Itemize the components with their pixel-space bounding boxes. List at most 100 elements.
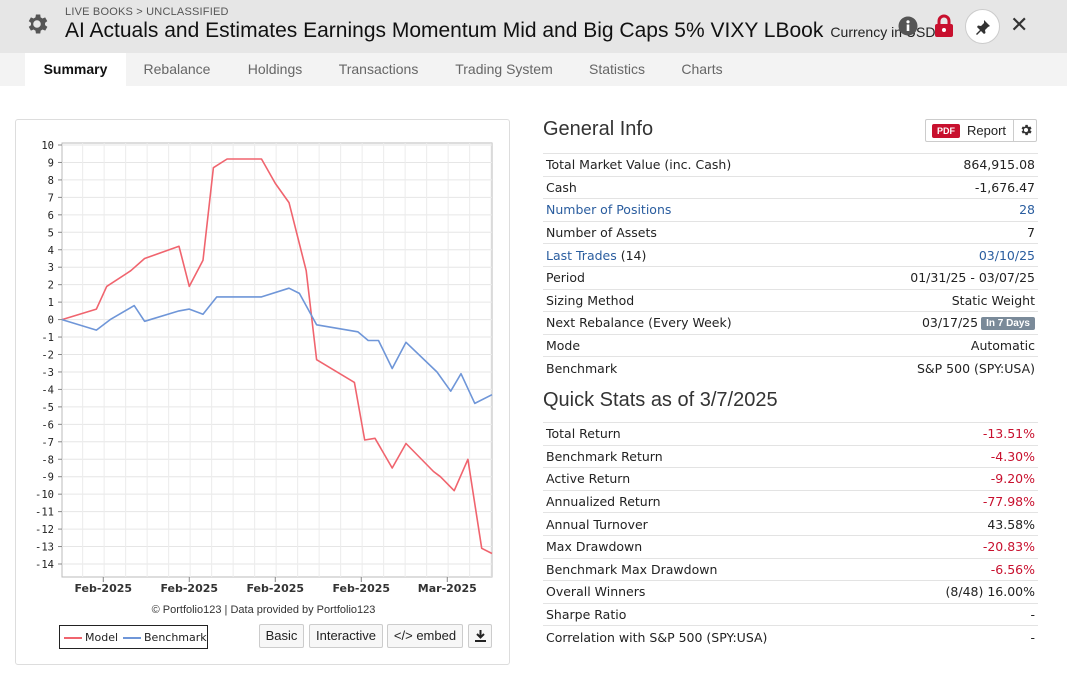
tab-trading-system[interactable]: Trading System [455,61,553,77]
embed-button[interactable]: </> embed [387,624,463,648]
general-info-title: General Info [543,118,654,140]
legend-benchmark-swatch [123,637,141,639]
positions-count-link[interactable]: 28 [1019,202,1035,218]
report-button[interactable]: PDF Report [925,119,1037,142]
pin-button[interactable] [965,9,1000,44]
y-tick-label: -12 [35,524,54,536]
interactive-button[interactable]: Interactive [309,624,383,648]
page-title: AI Actuals and Estimates Earnings Moment… [65,19,824,42]
info-icon[interactable] [898,16,918,36]
table-row: Max Drawdown -20.83% [543,534,1038,559]
y-tick-label: -2 [41,350,54,362]
row-label: Max Drawdown [543,534,892,559]
y-tick-label: -6 [41,419,54,431]
table-row: Number of Positions 28 [543,198,1038,222]
row-label: Period [543,265,838,290]
last-trades-link[interactable]: Last Trades [546,247,617,263]
row-label: Cash [543,175,838,199]
table-row: Last Trades (14) 03/10/25 [543,243,1038,267]
y-tick-label: 8 [48,175,54,187]
row-value: -20.83% [891,534,1038,559]
status-badge: In 7 Days [981,317,1035,331]
y-tick-label: -3 [41,367,54,379]
chart-credit: © Portfolio123 | Data provided by Portfo… [151,604,376,616]
quick-stats-table: Total Return -13.51% Benchmark Return -4.3… [543,422,1038,649]
y-tick-label: 0 [48,315,54,327]
x-tick-label: Feb-2025 [160,582,218,595]
pdf-badge: PDF [932,124,960,138]
close-icon[interactable]: ✕ [1010,13,1029,38]
series-line-benchmark [61,287,493,405]
tab-statistics[interactable]: Statistics [588,61,645,77]
last-trades-date-link[interactable]: 03/10/25 [978,247,1035,263]
y-tick-label: -13 [35,542,54,554]
breadcrumb[interactable]: LIVE BOOKS > UNCLASSIFIED [65,6,229,18]
page-header: LIVE BOOKS > UNCLASSIFIED AI Actuals and… [0,0,1067,53]
row-value: 03/17/25 [921,315,979,331]
general-info-table: Total Market Value (inc. Cash) 864,915.0… [543,153,1038,380]
row-value: 864,915.08 [837,153,1038,177]
x-tick-label: Feb-2025 [246,582,304,595]
tab-rebalance[interactable]: Rebalance [143,61,211,77]
legend-benchmark-label[interactable]: Benchmark [144,631,207,644]
y-tick-label: 9 [48,157,54,169]
y-tick-label: 6 [48,210,54,222]
row-label: Correlation with S&P 500 (SPY:USA) [543,625,892,649]
table-row: Total Return -13.51% [543,422,1038,446]
table-row: Annualized Return -77.98% [543,489,1038,513]
row-value: 43.58% [891,512,1038,536]
y-tick-label: -11 [35,507,54,519]
download-icon [475,630,486,642]
row-value: Automatic [837,333,1038,357]
tab-holdings[interactable]: Holdings [247,61,303,77]
row-value: -77.98% [891,489,1038,513]
row-value: -1,676.47 [837,175,1038,199]
row-value: 01/31/25 - 03/07/25 [837,265,1038,290]
report-settings-button[interactable] [1013,120,1037,141]
row-value: 7 [837,220,1038,244]
gear-icon[interactable] [24,11,50,37]
table-row: Total Market Value (inc. Cash) 864,915.0… [543,153,1038,177]
y-tick-label: 5 [48,227,54,239]
row-label: Overall Winners [543,580,892,604]
y-tick-label: 4 [48,245,54,257]
table-row: Correlation with S&P 500 (SPY:USA) - [543,625,1038,649]
last-trades-count: (14) [616,247,647,263]
y-tick-label: -9 [41,472,54,484]
table-row: Annual Turnover 43.58% [543,512,1038,536]
row-value: - [891,625,1038,649]
tab-charts[interactable]: Charts [681,61,723,77]
row-value: Static Weight [837,288,1038,312]
download-button[interactable] [468,624,492,648]
table-row: Sizing Method Static Weight [543,288,1038,312]
row-label: Active Return [543,467,892,491]
row-label: Benchmark [543,356,838,380]
quick-stats-title: Quick Stats as of 3/7/2025 [543,389,778,411]
table-row: Benchmark Return -4.30% [543,444,1038,468]
y-tick-label: -4 [41,384,54,396]
performance-chart: 109876543210-1-2-3-4-5-6-7-8-9-10-11-12-… [35,140,493,595]
table-row: Next Rebalance (Every Week) 03/17/25 In 7… [543,311,1038,335]
basic-button[interactable]: Basic [259,624,304,648]
tab-transactions[interactable]: Transactions [338,61,419,77]
legend-model-label[interactable]: Model [85,631,119,644]
y-tick-label: -10 [35,489,54,501]
currency-label: Currency in USD [830,24,936,40]
row-label: Annualized Return [543,489,892,513]
row-value: (8/48) 16.00% [891,580,1038,604]
y-tick-label: 3 [48,262,54,274]
tab-bar: Summary Rebalance Holdings Transactions … [0,53,1067,86]
y-tick-label: -5 [41,402,54,414]
x-tick-label: Feb-2025 [74,582,132,595]
table-row: Sharpe Ratio - [543,602,1038,626]
y-tick-label: 2 [48,280,54,292]
tab-summary[interactable]: Summary [25,53,126,86]
table-row: Benchmark Max Drawdown -6.56% [543,557,1038,581]
row-label: Next Rebalance (Every Week) [543,311,838,335]
positions-link[interactable]: Number of Positions [546,202,672,218]
lock-icon[interactable] [934,14,954,38]
x-tick-label: Mar-2025 [418,582,477,595]
row-label: Annual Turnover [543,512,892,536]
table-row: Benchmark S&P 500 (SPY:USA) [543,356,1038,380]
table-row: Mode Automatic [543,333,1038,357]
